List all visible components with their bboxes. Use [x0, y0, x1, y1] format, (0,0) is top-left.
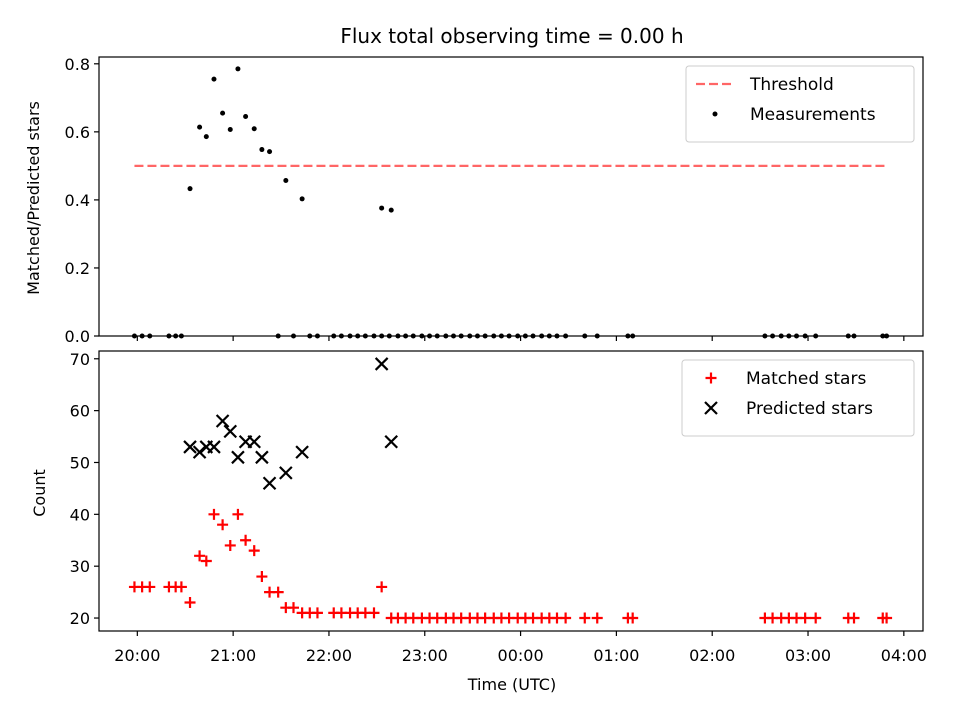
bottom-panel-x-point-10 — [262, 476, 277, 490]
x-tick-label: 01:00 — [593, 646, 639, 665]
top-panel-dot-point-13 — [243, 114, 249, 120]
top-panel-frame — [98, 56, 924, 337]
chart-title: Flux total observing time = 0.00 h — [340, 24, 683, 48]
bottom-panel-legend-x-swatch — [704, 401, 718, 415]
bottom-panel-x-point-14 — [384, 434, 399, 449]
top-panel-y-tick-label: 0.6 — [65, 123, 90, 142]
bottom-panel-x-point-0 — [183, 440, 197, 454]
bottom-panel-plus-point-22 — [311, 607, 323, 619]
top-panel-dot-point-17 — [283, 178, 289, 184]
bottom-panel-x-point-6 — [231, 450, 245, 465]
bottom-panel-plus-point-54 — [591, 612, 603, 624]
bottom-panel-legend-label: Matched stars — [746, 369, 866, 389]
bottom-panel-y-tick-label: 20 — [70, 609, 90, 628]
bottom-panel-plus-point-17 — [272, 586, 284, 598]
bottom-panel-plus-point-19 — [288, 602, 300, 614]
bottom-panel-plus-point-8 — [200, 555, 212, 567]
bottom-panel-y-tick-label: 60 — [70, 402, 90, 421]
top-panel-dot-point-14 — [251, 126, 257, 132]
bottom-panel-y-tick-label: 50 — [70, 453, 90, 472]
top-panel-dot-point-6 — [187, 186, 193, 192]
bottom-panel-plus-point-28 — [368, 607, 380, 619]
top-panel-y-tick-label: 0.0 — [65, 327, 90, 346]
bottom-panel-y-tick-label: 40 — [70, 505, 90, 524]
bottom-panel-frame — [98, 350, 924, 632]
top-panel-dot-point-11 — [227, 126, 233, 132]
top-panel-dot-point-32 — [388, 207, 394, 213]
x-axis-label: Time (UTC) — [467, 675, 556, 694]
bottom-panel-plus-point-6 — [184, 596, 196, 608]
bottom-panel-plus-point-13 — [240, 534, 252, 546]
x-tick-label: 22:00 — [306, 646, 352, 665]
bottom-panel-legend-label: Predicted stars — [746, 399, 873, 419]
bottom-panel-legend-plus-swatch — [705, 372, 717, 384]
x-tick-label: 21:00 — [210, 646, 256, 665]
bottom-panel-x-point-8 — [247, 434, 261, 449]
bottom-panel-plus-point-9 — [208, 508, 220, 520]
bottom-panel-plus-point-53 — [579, 612, 591, 624]
bottom-panel-plus-point-10 — [217, 519, 229, 531]
top-panel-legend-label: Threshold — [749, 75, 834, 95]
bottom-panel-plus-point-62 — [799, 612, 811, 624]
bottom-panel-x-point-11 — [279, 466, 293, 480]
bottom-panel-x-point-13 — [374, 357, 389, 371]
bottom-panel-plus-point-67 — [881, 612, 893, 624]
bottom-panel-plus-point-63 — [810, 612, 822, 624]
bottom-panel-plus-point-29 — [376, 581, 388, 593]
x-tick-label: 02:00 — [689, 646, 735, 665]
bottom-panel-plus-point-65 — [848, 612, 860, 624]
top-panel-dot-point-10 — [220, 110, 226, 116]
bottom-panel-plus-point-52 — [560, 612, 572, 624]
bottom-panel-x-point-4 — [215, 414, 230, 428]
bottom-panel-plus-point-56 — [627, 612, 639, 624]
top-panel-legend-dot-swatch — [712, 111, 718, 117]
bottom-panel-plus-point-14 — [248, 545, 260, 557]
top-panel-dot-point-12 — [235, 66, 241, 72]
x-tick-label: 04:00 — [881, 646, 927, 665]
bottom-panel-plus-point-2 — [144, 581, 156, 593]
top-panel-dot-point-9 — [211, 76, 217, 82]
top-panel-legend-label: Measurements — [750, 105, 876, 125]
bottom-panel-x-point-5 — [223, 424, 238, 439]
top-panel-dot-point-7 — [197, 124, 203, 130]
bottom-panel-plus-point-11 — [224, 539, 236, 551]
top-panel-dot-point-16 — [267, 149, 273, 155]
top-panel-y-tick-label: 0.2 — [65, 259, 90, 278]
bottom-panel-plus-point-15 — [256, 571, 268, 583]
bottom-panel-x-point-3 — [207, 440, 221, 454]
bottom-panel-x-point-12 — [295, 445, 309, 459]
bottom-panel-plus-point-5 — [175, 581, 187, 593]
x-tick-label: 00:00 — [498, 646, 544, 665]
bottom-panel-x-point-9 — [255, 450, 269, 465]
top-panel-dot-point-8 — [203, 134, 209, 140]
bottom-panel-y-tick-label: 30 — [70, 557, 90, 576]
bottom-panel-plus-point-7 — [194, 550, 206, 562]
top-panel-y-tick-label: 0.4 — [65, 191, 90, 210]
x-tick-label: 20:00 — [114, 646, 160, 665]
top-panel-dot-point-15 — [259, 147, 265, 153]
x-tick-label: 23:00 — [402, 646, 448, 665]
top-panel-dot-point-18 — [299, 196, 305, 202]
top-y-axis-label: Matched/Predicted stars — [24, 101, 43, 295]
bottom-panel-y-tick-label: 70 — [70, 350, 90, 369]
bottom-y-axis-label: Count — [30, 469, 49, 517]
top-panel-y-tick-label: 0.8 — [65, 55, 90, 74]
x-tick-label: 03:00 — [785, 646, 831, 665]
top-panel-dot-point-31 — [379, 205, 385, 211]
bottom-panel-legend — [681, 359, 915, 437]
top-panel-legend — [685, 65, 915, 143]
bottom-panel-plus-point-12 — [232, 508, 244, 520]
